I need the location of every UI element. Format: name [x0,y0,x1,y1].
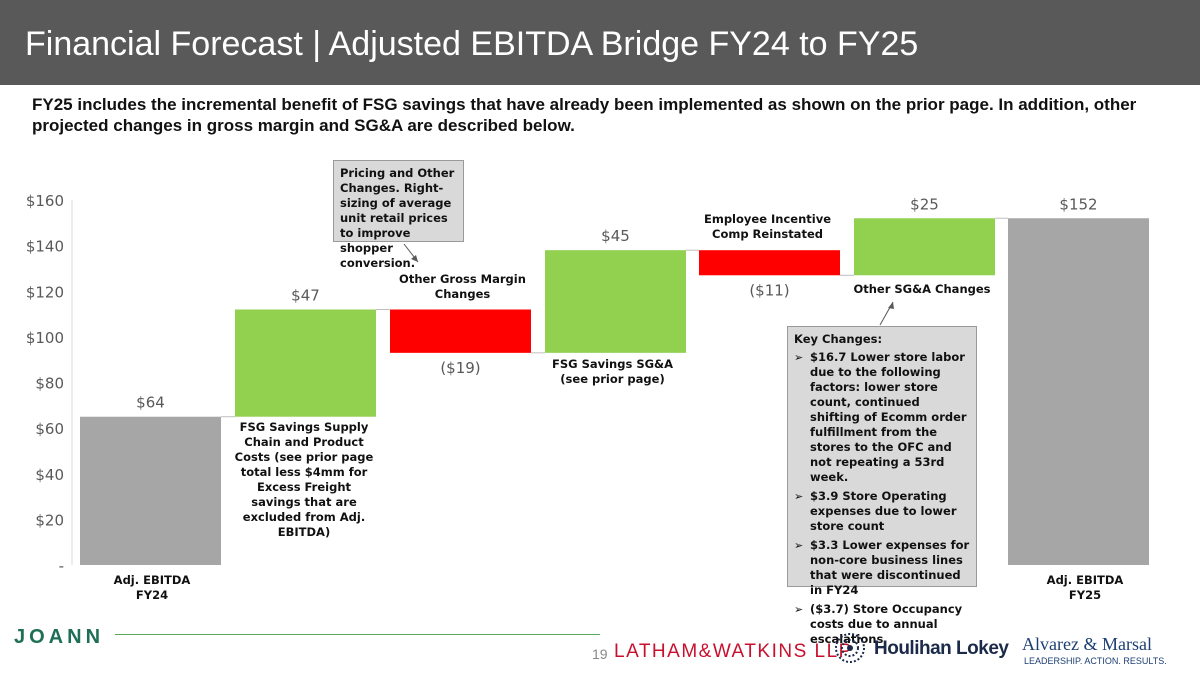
y-tick-label: $20 [35,511,64,529]
bar [1008,218,1149,565]
page-number: 19 [592,646,608,662]
y-tick-label: $40 [35,466,64,484]
arrow-bullet-icon: ➢ [794,490,804,503]
bar [854,218,995,276]
key-change-item: ➢ $3.9 Store Operating expenses due to lo… [794,489,957,533]
bar [80,416,221,565]
annotation-other-sga: Other SG&A Changes [853,282,991,296]
bar-value-label: ($19) [440,359,480,377]
key-change-item: ➢ ($3.7) Store Occupancy costs due to ann… [794,602,963,646]
y-tick-label: $160 [26,192,64,210]
pricing-callout: Pricing and Other Changes. Right-sizing … [333,160,464,270]
annotation-fy25: Adj. EBITDA FY25 [1046,573,1124,602]
arrow-bullet-icon: ➢ [794,539,804,552]
key-changes-arrow-head [888,302,894,309]
key-changes-list: ➢ $16.7 Lower store labor due to the foll… [794,350,970,647]
y-tick-label: $60 [35,420,64,438]
page-title: Financial Forecast | Adjusted EBITDA Bri… [25,25,919,63]
bar-value-label: $47 [291,287,320,305]
latham-watkins-logo: LATHAM&WATKINS LLP [614,641,853,662]
bar-value-label: $45 [601,227,630,245]
y-tick-label: $120 [26,283,64,301]
bar [235,309,376,417]
y-tick-label: - [59,557,64,575]
y-tick-label: $100 [26,329,64,347]
annotation-fsg-supply: FSG Savings Supply Chain and Product Cos… [234,420,374,539]
bar [699,250,840,276]
houlihan-globe-icon [835,633,865,663]
joann-logo: JOANN [14,626,105,648]
arrow-bullet-icon: ➢ [794,351,804,364]
bar [390,309,531,353]
arrow-bullet-icon: ➢ [794,603,804,616]
annotation-other-gross-margin: Other Gross Margin Changes [399,272,526,301]
bar-value-label: $25 [910,195,939,213]
key-change-item: ➢ $3.3 Lower expenses for non-core busine… [794,538,970,597]
y-tick-label: $140 [26,238,64,256]
bar-value-label: ($11) [749,281,789,299]
alvarez-marsal-tagline: LEADERSHIP. ACTION. RESULTS. [1024,656,1167,666]
y-tick-label: $80 [35,375,64,393]
pricing-arrow-head [411,255,418,262]
houlihan-lokey-logo: Houlihan Lokey [874,638,1009,659]
key-change-item: ➢ $16.7 Lower store labor due to the foll… [794,350,967,484]
alvarez-marsal-logo: Alvarez & Marsal [1022,634,1152,654]
annotation-fy24: Adj. EBITDA FY24 [113,573,191,602]
header-bar: Financial Forecast | Adjusted EBITDA Bri… [0,0,1200,85]
pricing-callout-text: Pricing and Other Changes. Right-sizing … [340,166,455,270]
page-subtitle: FY25 includes the incremental benefit of… [32,95,1137,135]
bar-value-label: $64 [136,394,165,412]
annotation-fsg-sga: FSG Savings SG&A (see prior page) [552,357,673,386]
bar-value-label: $152 [1059,195,1097,213]
annotation-employee-incentive: Employee Incentive Comp Reinstated [703,212,832,241]
key-changes-box: Key Changes: ➢ $16.7 Lower store labor du… [787,326,977,646]
bar [545,250,686,353]
key-changes-title: Key Changes: [794,332,883,346]
footer-divider [115,634,600,635]
